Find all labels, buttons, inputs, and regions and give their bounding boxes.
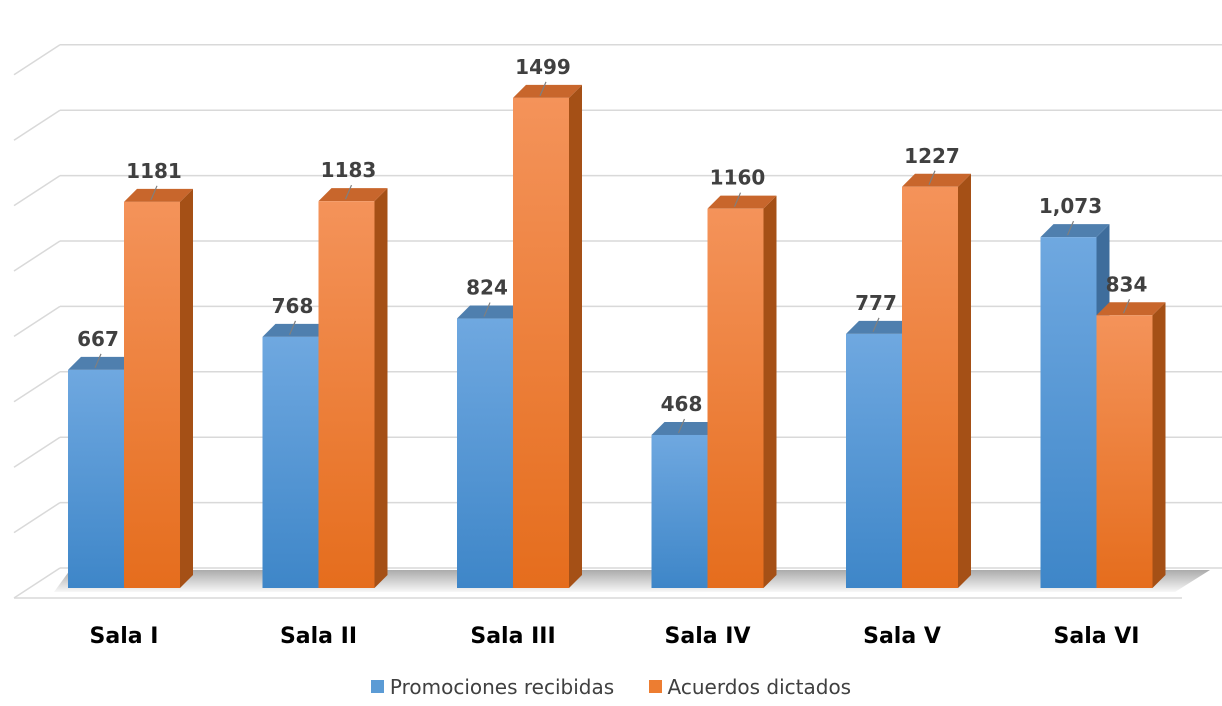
gridline-side (13, 436, 61, 468)
category-label: Sala VI (1054, 624, 1140, 649)
data-label-promociones-recibidas-sala-iii: 824 (466, 276, 508, 300)
legend-swatch-acuerdos (648, 680, 662, 693)
leader-line (1122, 299, 1131, 314)
bar-promociones-recibidas-sala-vi (1040, 237, 1097, 588)
bar-promociones-recibidas-sala-v (846, 333, 902, 588)
category-label: Sala II (280, 624, 357, 649)
leader-line (344, 184, 353, 200)
leader-line (1066, 220, 1075, 236)
bar-acuerdos-dictados-sala-i-side (180, 188, 193, 589)
category-label: Sala I (90, 624, 159, 649)
bar-promociones-recibidas-sala-iii (457, 318, 513, 588)
gridline-side (13, 371, 61, 403)
bar-acuerdos-dictados-sala-vi (1096, 315, 1153, 588)
bar-acuerdos-dictados-sala-iv-side (763, 195, 777, 588)
bar-promociones-recibidas-sala-i-top (68, 356, 137, 370)
leader-line (872, 317, 880, 333)
gridline-side (13, 501, 61, 534)
data-label-acuerdos-dictados-sala-iii: 1499 (515, 55, 571, 79)
data-label-acuerdos-dictados-sala-iv: 1160 (710, 166, 766, 190)
leader-line (928, 170, 936, 186)
legend-item-promociones: Promociones recibidas (370, 674, 615, 699)
bar-acuerdos-dictados-sala-v-top (902, 173, 971, 187)
leader-line (94, 353, 102, 369)
leader-line (677, 418, 686, 434)
data-label-promociones-recibidas-sala-v: 777 (855, 291, 897, 315)
bar-promociones-recibidas-sala-vi-top (1040, 224, 1110, 238)
bar-acuerdos-dictados-sala-ii (318, 201, 375, 588)
bar-acuerdos-dictados-sala-vi-top (1096, 302, 1166, 316)
bar-acuerdos-dictados-sala-iv-top (707, 195, 777, 209)
category-label: Sala V (863, 624, 941, 649)
data-label-promociones-recibidas-sala-vi: 1,073 (1039, 194, 1102, 218)
legend-label-promociones: Promociones recibidas (389, 674, 615, 699)
gridline-side (13, 240, 61, 272)
bar-promociones-recibidas-sala-iii-top (457, 305, 526, 319)
bar-acuerdos-dictados-sala-i (124, 201, 180, 589)
floor-shadow (54, 570, 1210, 592)
gridline-side (13, 174, 61, 207)
leader-line (733, 192, 742, 207)
leader-line (288, 320, 297, 336)
gridline-side (13, 305, 61, 338)
bar-promociones-recibidas-sala-ii-top (262, 323, 332, 337)
leader-line (483, 302, 491, 317)
bar-acuerdos-dictados-sala-ii-top (318, 188, 388, 202)
bar-acuerdos-dictados-sala-v-side (958, 173, 971, 588)
legend-swatch-promociones (370, 680, 384, 693)
leader-line (539, 81, 547, 97)
bar-acuerdos-dictados-sala-v (902, 186, 958, 588)
bar-acuerdos-dictados-sala-iii-top (513, 84, 582, 98)
bar-acuerdos-dictados-sala-ii-side (374, 188, 388, 588)
leader-line (150, 185, 158, 201)
bar-acuerdos-dictados-sala-i-top (124, 188, 193, 202)
bar-promociones-recibidas-sala-iv-top (651, 421, 721, 435)
category-label: Sala IV (665, 624, 751, 649)
gridline-side (13, 109, 61, 141)
legend-item-acuerdos: Acuerdos dictados (648, 674, 852, 699)
legend-label-acuerdos: Acuerdos dictados (667, 674, 852, 699)
data-label-acuerdos-dictados-sala-ii: 1183 (321, 158, 377, 182)
bar-promociones-recibidas-sala-i (68, 369, 124, 588)
data-label-promociones-recibidas-sala-i: 667 (77, 327, 119, 351)
bar-promociones-recibidas-sala-ii (262, 336, 319, 588)
legend: Promociones recibidas Acuerdos dictados (0, 674, 1222, 699)
category-label: Sala III (470, 624, 555, 649)
bar-acuerdos-dictados-sala-iii (513, 97, 569, 589)
data-label-promociones-recibidas-sala-ii: 768 (272, 294, 314, 318)
gridline-side (13, 44, 61, 76)
data-label-acuerdos-dictados-sala-vi: 834 (1106, 272, 1148, 296)
bar-promociones-recibidas-sala-v-top (846, 320, 915, 334)
data-label-acuerdos-dictados-sala-v: 1227 (904, 144, 960, 168)
bar-acuerdos-dictados-sala-vi-side (1152, 302, 1166, 588)
gridline-side (13, 567, 61, 599)
bar-acuerdos-dictados-sala-iii-side (569, 84, 582, 589)
bar-acuerdos-dictados-sala-iv (707, 208, 764, 588)
data-label-promociones-recibidas-sala-iv: 468 (661, 392, 703, 416)
chart-plot: Sala I Sala II Sala III Sala IV Sala V Sala V… (13, 44, 1222, 649)
bar-promociones-recibidas-sala-iv (651, 434, 708, 588)
data-label-acuerdos-dictados-sala-i: 1181 (126, 159, 182, 183)
